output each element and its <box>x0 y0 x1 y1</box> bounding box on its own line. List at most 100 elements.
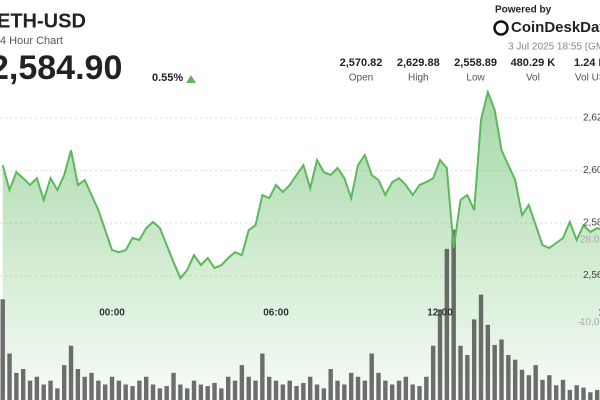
volume-bar <box>471 319 477 400</box>
x-tick-label: 06:00 <box>263 308 289 319</box>
stat-value: 1.24 B <box>574 57 600 69</box>
volume-bar <box>0 299 5 400</box>
volume-bar <box>75 369 81 400</box>
stat-value: 2,558.89 <box>454 57 497 69</box>
volume-bar <box>48 380 53 400</box>
volume-bar <box>478 294 484 400</box>
volume-bar <box>14 372 19 400</box>
stat-value: 2,570.82 <box>340 57 383 69</box>
y2-tick-label: 10,00 <box>580 317 600 328</box>
y-tick-label: 2,62 <box>583 113 600 124</box>
volume-bar <box>219 388 224 400</box>
plot: 2,56 2,58 2,60 2,62 10,00 28.00 00:00 06:00 12:0… <box>0 88 600 400</box>
volume-bar <box>560 379 566 400</box>
volume-bar <box>383 380 388 400</box>
volume-bar <box>287 380 292 400</box>
volume-bar <box>492 344 497 400</box>
subtitle: 4 Hour Chart <box>0 35 63 47</box>
volume-bar <box>362 380 368 400</box>
volume-bar <box>205 386 210 400</box>
volume-bar <box>389 384 395 400</box>
stat-value: 480.29 K <box>511 57 556 69</box>
volume-bar <box>321 388 327 400</box>
volume-bar <box>526 375 532 400</box>
volume-bar <box>191 380 197 400</box>
volume-bar <box>34 376 40 400</box>
volume-bar <box>68 345 74 400</box>
volume-bar <box>574 385 579 400</box>
y-tick-label: 2,58 <box>583 218 600 229</box>
volume-bar <box>61 365 67 400</box>
x-tick-label: 00:00 <box>99 308 125 319</box>
volume-bar <box>335 380 340 400</box>
volume-bar <box>417 386 422 400</box>
volume-bar <box>273 380 279 400</box>
stat-value: 2,629.88 <box>397 57 440 69</box>
volume-bar <box>102 384 108 400</box>
volume-bar <box>547 375 552 400</box>
up-arrow <box>186 75 196 83</box>
stat-label: Vol US <box>575 73 600 84</box>
volume-bar <box>444 248 450 400</box>
volume-bar <box>369 353 374 400</box>
price: 2,584.90 <box>0 49 122 87</box>
volume-bar <box>82 376 87 400</box>
volume-bar <box>403 376 409 400</box>
stat-label: Low <box>466 73 485 84</box>
volume-bar <box>253 380 258 400</box>
timestamp: 3 Jul 2025 18:55 (GM <box>508 42 600 53</box>
stat-label: Vol <box>526 73 540 84</box>
volume-bar <box>451 229 456 400</box>
volume-bar <box>396 380 402 400</box>
volume-bar <box>294 386 299 400</box>
volume-bar <box>553 385 559 400</box>
volume-bar <box>7 353 12 400</box>
volume-bar <box>581 387 586 400</box>
volume-bar <box>499 339 504 400</box>
volume-bar <box>198 384 204 400</box>
volume-bar <box>465 355 470 400</box>
volume-bar <box>280 384 286 400</box>
volume-bar <box>506 355 511 400</box>
volume-bar <box>567 389 573 400</box>
y-tick-label: 2,60 <box>583 165 600 176</box>
stat-label: High <box>408 73 429 84</box>
volume-bar <box>123 384 128 400</box>
volume-bar <box>41 384 46 400</box>
brand: CoinDeskData <box>511 19 600 36</box>
volume-bar <box>239 365 245 400</box>
volume-bar <box>437 309 443 400</box>
annotation: 28.00 <box>580 235 600 246</box>
volume-bar <box>212 382 217 400</box>
volume-bar <box>130 386 135 400</box>
volume-bar <box>485 324 491 400</box>
volume-bar <box>96 380 101 400</box>
volume-bar <box>246 376 251 400</box>
x-tick-label: 12:00 <box>427 308 453 319</box>
volume-bar <box>89 372 94 400</box>
volume-bar <box>342 384 347 400</box>
volume-bar <box>109 376 115 400</box>
volume-bar <box>355 376 361 400</box>
volume-bar <box>225 376 231 400</box>
price-line <box>1 88 600 281</box>
change: 0.55% <box>152 72 183 84</box>
volume-bar <box>150 384 156 400</box>
volume-bar <box>171 372 176 400</box>
volume-bar <box>588 392 593 400</box>
volume-bar <box>519 369 525 400</box>
volume-bar <box>458 345 463 400</box>
x-tick-label: 18 <box>598 308 600 319</box>
volume-bar <box>328 369 333 400</box>
volume-bar <box>116 380 122 400</box>
volume-bar <box>55 388 60 400</box>
volume-bar <box>143 376 149 400</box>
volume-bar <box>164 386 169 400</box>
volume-bar <box>424 376 429 400</box>
volume-bar <box>27 380 33 400</box>
volume-bar <box>184 388 190 400</box>
volume-bar <box>266 376 272 400</box>
volume-bar <box>410 384 415 400</box>
